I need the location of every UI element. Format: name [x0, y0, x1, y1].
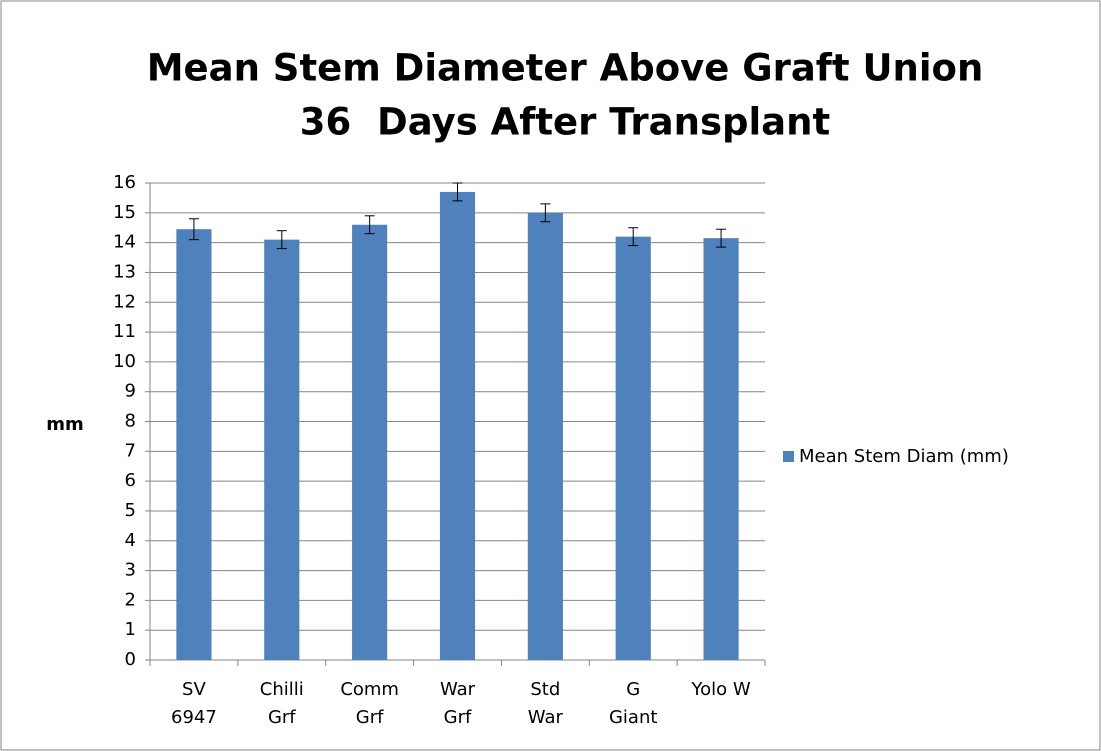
x-tick-label: SV 6947	[171, 679, 217, 728]
bar	[439, 191, 476, 660]
error-bar	[716, 228, 727, 248]
bar	[527, 212, 563, 660]
y-tick-label: 7	[125, 440, 136, 461]
error-bar	[364, 215, 375, 235]
y-tick-label: 5	[125, 500, 136, 521]
y-tick-label: 14	[113, 232, 136, 253]
y-tick-label: 12	[113, 291, 136, 312]
y-tick-label: 0	[125, 649, 136, 670]
y-tick-label: 4	[125, 530, 136, 551]
bar	[352, 224, 388, 661]
x-tick-label: Comm Grf	[340, 679, 399, 728]
y-tick-label: 10	[113, 351, 136, 372]
y-tick-label: 11	[113, 321, 136, 342]
y-tick-label: 13	[113, 261, 136, 282]
x-tick-label: Std War	[527, 679, 563, 728]
legend-label: Mean Stem Diam (mm)	[799, 446, 1009, 467]
y-tick-label: 3	[125, 560, 136, 581]
y-axis-label: mm	[46, 414, 84, 435]
y-tick-label: 2	[125, 589, 136, 610]
x-tick-label: War Grf	[439, 679, 476, 728]
bar	[703, 238, 739, 660]
error-bar	[628, 227, 639, 247]
y-tick-label: 8	[125, 411, 136, 432]
error-bar	[540, 203, 551, 223]
legend-swatch	[783, 451, 794, 462]
x-tick-label: G Giant	[608, 679, 658, 728]
error-bar	[452, 182, 463, 202]
chart-title: 36 Days After Transplant	[300, 101, 830, 144]
x-tick-label: Yolo W	[691, 679, 751, 700]
y-tick-label: 15	[113, 202, 136, 223]
y-tick-label: 9	[125, 381, 136, 402]
x-tick-label: Chilli Grf	[259, 679, 304, 728]
bar	[615, 236, 651, 660]
error-bar	[188, 218, 199, 241]
error-bar	[276, 230, 287, 250]
y-tick-label: 16	[113, 172, 136, 193]
y-tick-label: 6	[125, 470, 136, 491]
bar	[264, 239, 300, 661]
chart-title: Mean Stem Diameter Above Graft Union	[147, 47, 984, 90]
bar	[176, 229, 212, 660]
y-tick-label: 1	[125, 619, 136, 640]
